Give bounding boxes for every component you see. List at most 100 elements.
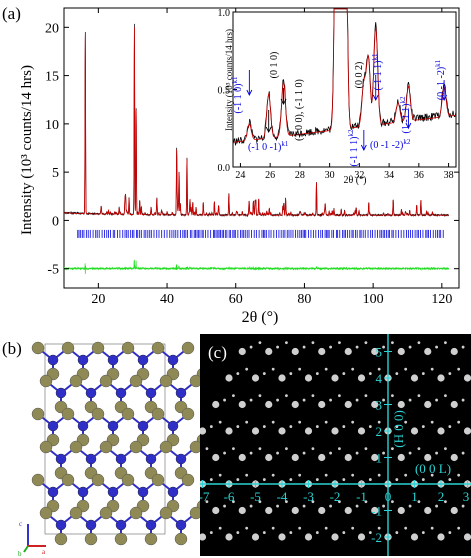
diffraction-spot bbox=[421, 478, 425, 481]
diffraction-spot bbox=[410, 533, 419, 541]
diffraction-spot bbox=[318, 347, 326, 356]
reflection-label: (0 -1 -2)k2 bbox=[370, 138, 411, 151]
metal-atom bbox=[107, 354, 119, 366]
diffraction-spot bbox=[357, 374, 366, 382]
anion-atom bbox=[69, 374, 83, 388]
diffraction-spot bbox=[212, 506, 220, 515]
diffraction-spot bbox=[291, 506, 299, 515]
diffraction-spot bbox=[430, 367, 434, 371]
diffraction-spot bbox=[223, 504, 226, 508]
diffraction-spot bbox=[289, 425, 293, 428]
h-tick-label: 4 bbox=[376, 371, 383, 386]
reflection-superscript: k1 bbox=[231, 76, 239, 84]
diffraction-spot bbox=[276, 398, 279, 402]
diffraction-spot bbox=[435, 345, 438, 349]
l-tick-label: -1 bbox=[356, 489, 367, 504]
diffraction-spot bbox=[262, 478, 266, 481]
metal-atom bbox=[55, 519, 67, 531]
metal-atom bbox=[137, 420, 149, 432]
diffraction-spot bbox=[289, 478, 293, 481]
metal-atom bbox=[167, 420, 179, 432]
axis-a-label: a bbox=[42, 548, 46, 556]
diffraction-spot bbox=[421, 531, 425, 534]
diffraction-spot bbox=[285, 447, 288, 451]
diffraction-spot bbox=[404, 420, 408, 424]
inset-x-tick-label: 32 bbox=[354, 170, 364, 181]
diffraction-spot bbox=[262, 531, 266, 534]
diffraction-spot bbox=[251, 374, 260, 382]
y-tick-label: 10 bbox=[45, 118, 59, 133]
reflection-superscript: k1 bbox=[371, 53, 379, 61]
metal-atom bbox=[115, 519, 127, 531]
anion-atom bbox=[31, 341, 45, 355]
x-tick-label: 40 bbox=[160, 292, 174, 307]
metal-atom bbox=[47, 486, 59, 498]
anion-atom bbox=[99, 440, 113, 454]
reflection-label: (-1 1 1)k1 bbox=[371, 53, 384, 91]
anion-atom bbox=[144, 532, 158, 546]
diffraction-spot bbox=[315, 425, 319, 428]
diffraction-spot bbox=[276, 345, 279, 349]
diffraction-spot bbox=[364, 394, 368, 398]
metal-atom bbox=[175, 387, 187, 399]
l-tick-label: -7 bbox=[200, 489, 210, 504]
diffraction-spot bbox=[404, 473, 408, 477]
y-tick-label: 15 bbox=[45, 70, 59, 85]
diffraction-spot bbox=[437, 427, 445, 435]
diffraction-spot bbox=[298, 367, 302, 371]
diffraction-spot bbox=[371, 453, 379, 462]
diffraction-spot bbox=[430, 473, 434, 477]
diffraction-spot bbox=[265, 506, 273, 515]
anion-atom bbox=[61, 473, 75, 487]
diffraction-spot bbox=[265, 400, 273, 409]
metal-atom bbox=[47, 420, 59, 432]
annotation-arrowhead bbox=[265, 126, 272, 134]
diffraction-spot bbox=[364, 447, 368, 451]
diffraction-spot bbox=[212, 453, 220, 462]
diffraction-spot bbox=[236, 372, 240, 375]
diffraction-spot bbox=[391, 341, 394, 345]
diffraction-spot bbox=[435, 398, 438, 402]
anion-atom bbox=[39, 374, 53, 388]
diffraction-spot bbox=[408, 451, 412, 455]
diffraction-spot bbox=[463, 533, 471, 541]
inset-y-tick-label: 1.0 bbox=[218, 8, 231, 19]
diffraction-spot bbox=[417, 500, 421, 504]
diffraction-spot bbox=[302, 345, 306, 349]
diffraction-spot bbox=[395, 531, 399, 534]
inset-x-tick-label: 30 bbox=[325, 170, 335, 181]
diffraction-spot bbox=[368, 531, 372, 534]
h-tick-label: -1 bbox=[371, 504, 382, 519]
diffraction-spot bbox=[302, 451, 306, 455]
anion-atom bbox=[181, 341, 195, 355]
diffraction-spot bbox=[285, 394, 288, 398]
diffraction-spot bbox=[444, 447, 447, 451]
diffraction-spot bbox=[435, 451, 438, 455]
inset-x-tick-label: 38 bbox=[444, 170, 454, 181]
diffraction-spot bbox=[291, 453, 299, 462]
inset-y-tick-label: 0.5 bbox=[218, 86, 231, 97]
diffraction-spot bbox=[238, 453, 246, 462]
reflection-label: (1 -1 1)k2 bbox=[399, 96, 412, 134]
diffraction-spot bbox=[338, 500, 341, 504]
diffraction-spot bbox=[377, 473, 381, 477]
anion-atom bbox=[69, 506, 83, 520]
x-tick-label: 100 bbox=[363, 292, 384, 307]
diffraction-spot bbox=[421, 425, 425, 428]
anion-atom bbox=[121, 407, 135, 421]
diffraction-spot bbox=[430, 420, 434, 424]
diffraction-spot bbox=[461, 451, 465, 455]
metal-atom bbox=[137, 486, 149, 498]
inset-x-axis-label: 2θ (°) bbox=[344, 175, 367, 186]
diffraction-spot bbox=[355, 504, 359, 508]
panel-label-b: (b) bbox=[2, 339, 22, 358]
diffraction-spot bbox=[382, 504, 385, 508]
diffraction-spot bbox=[329, 504, 332, 508]
diffraction-spot bbox=[329, 345, 332, 349]
diffraction-spot bbox=[424, 400, 432, 409]
diffraction-spot bbox=[417, 341, 421, 345]
metal-atom bbox=[55, 453, 67, 465]
x-axis-label: 2θ (°) bbox=[242, 309, 279, 326]
diffraction-spot bbox=[218, 420, 222, 424]
diffraction-spot bbox=[291, 400, 299, 409]
